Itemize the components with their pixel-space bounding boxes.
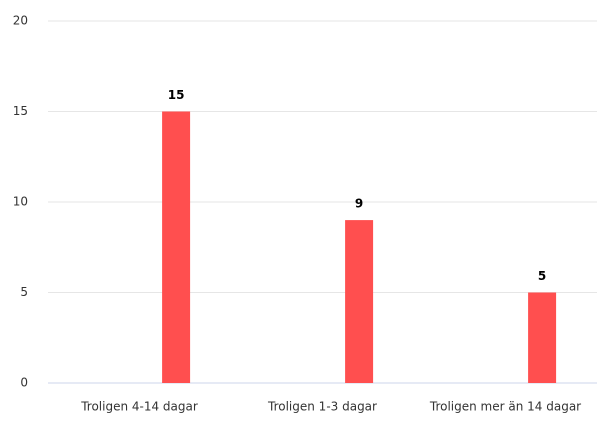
bar <box>345 220 374 383</box>
x-tick-label: Troligen 4-14 dagar <box>80 400 198 414</box>
value-label: 15 <box>168 88 185 102</box>
value-label: 5 <box>538 269 546 283</box>
x-tick-label: Troligen mer än 14 dagar <box>429 400 581 414</box>
y-tick-label: 5 <box>20 285 28 299</box>
bar <box>162 111 191 383</box>
y-tick-label: 0 <box>20 376 28 390</box>
x-tick-label: Troligen 1-3 dagar <box>267 400 377 414</box>
bar <box>528 292 557 383</box>
value-label: 9 <box>355 197 363 211</box>
y-tick-label: 15 <box>13 104 28 118</box>
y-tick-label: 10 <box>13 195 28 209</box>
y-tick-label: 20 <box>13 14 28 28</box>
